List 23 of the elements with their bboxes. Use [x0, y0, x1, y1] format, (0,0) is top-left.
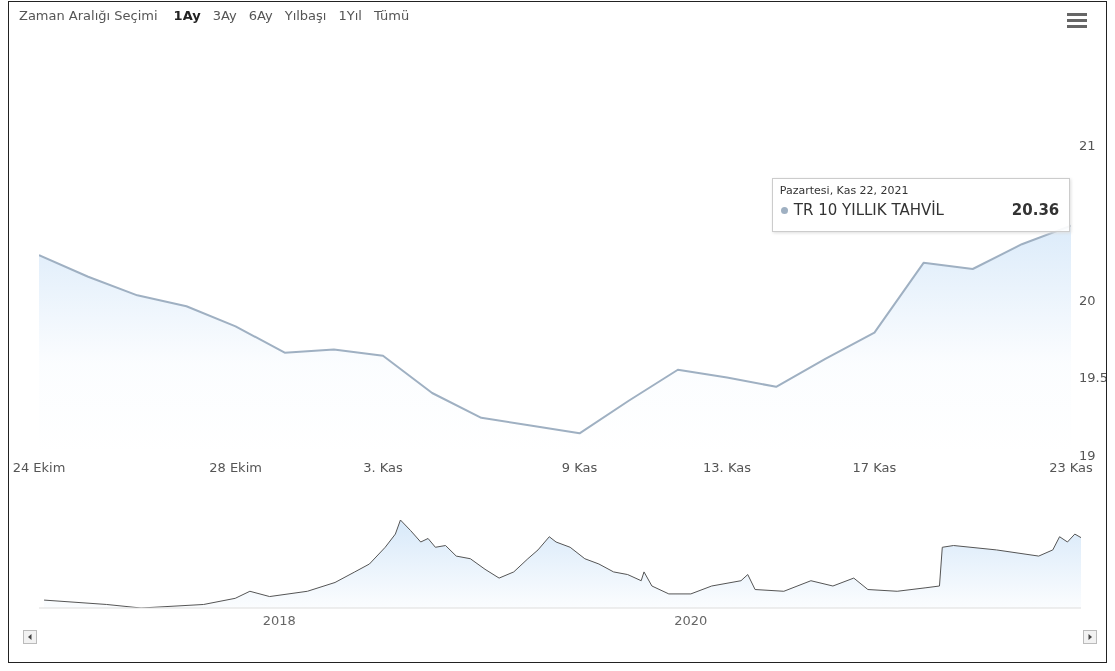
text: 3Ay — [212, 8, 237, 23]
legend-label: TR 10 YILLIK TAHVİL — [793, 201, 944, 220]
text: Tümü — [373, 8, 410, 23]
y-tick-label: 19.5 — [1079, 370, 1108, 386]
annotation: Pazartesi, Kas 22, 2021 — [779, 184, 909, 198]
x-tick-label: 9 Kas — [561, 460, 598, 476]
x-tick-label: 13. Kas — [703, 460, 752, 476]
y-tick-label: 19 — [1079, 447, 1096, 463]
y-tick-label: 20 — [1079, 292, 1096, 308]
data-label: 20.36 — [1011, 201, 1060, 220]
text: 6Ay — [248, 8, 273, 23]
x-tick-label: 2020 — [674, 613, 708, 629]
y-tick-label: 21 — [1079, 137, 1096, 153]
x-tick-label: 23 Kas — [1049, 460, 1094, 476]
x-tick-label: 28 Ekim — [209, 460, 262, 476]
text: Yılbaşı — [284, 8, 327, 23]
x-tick-label: 24 Ekim — [12, 460, 66, 476]
text: 1Ay — [173, 8, 201, 23]
x-tick-label: 2018 — [262, 613, 296, 629]
text: Zaman Aralığı Seçimi — [19, 8, 158, 23]
x-tick-label: 3. Kas — [363, 460, 404, 476]
x-tick-label: 17 Kas — [852, 460, 897, 476]
text: 1Yıl — [338, 8, 362, 23]
